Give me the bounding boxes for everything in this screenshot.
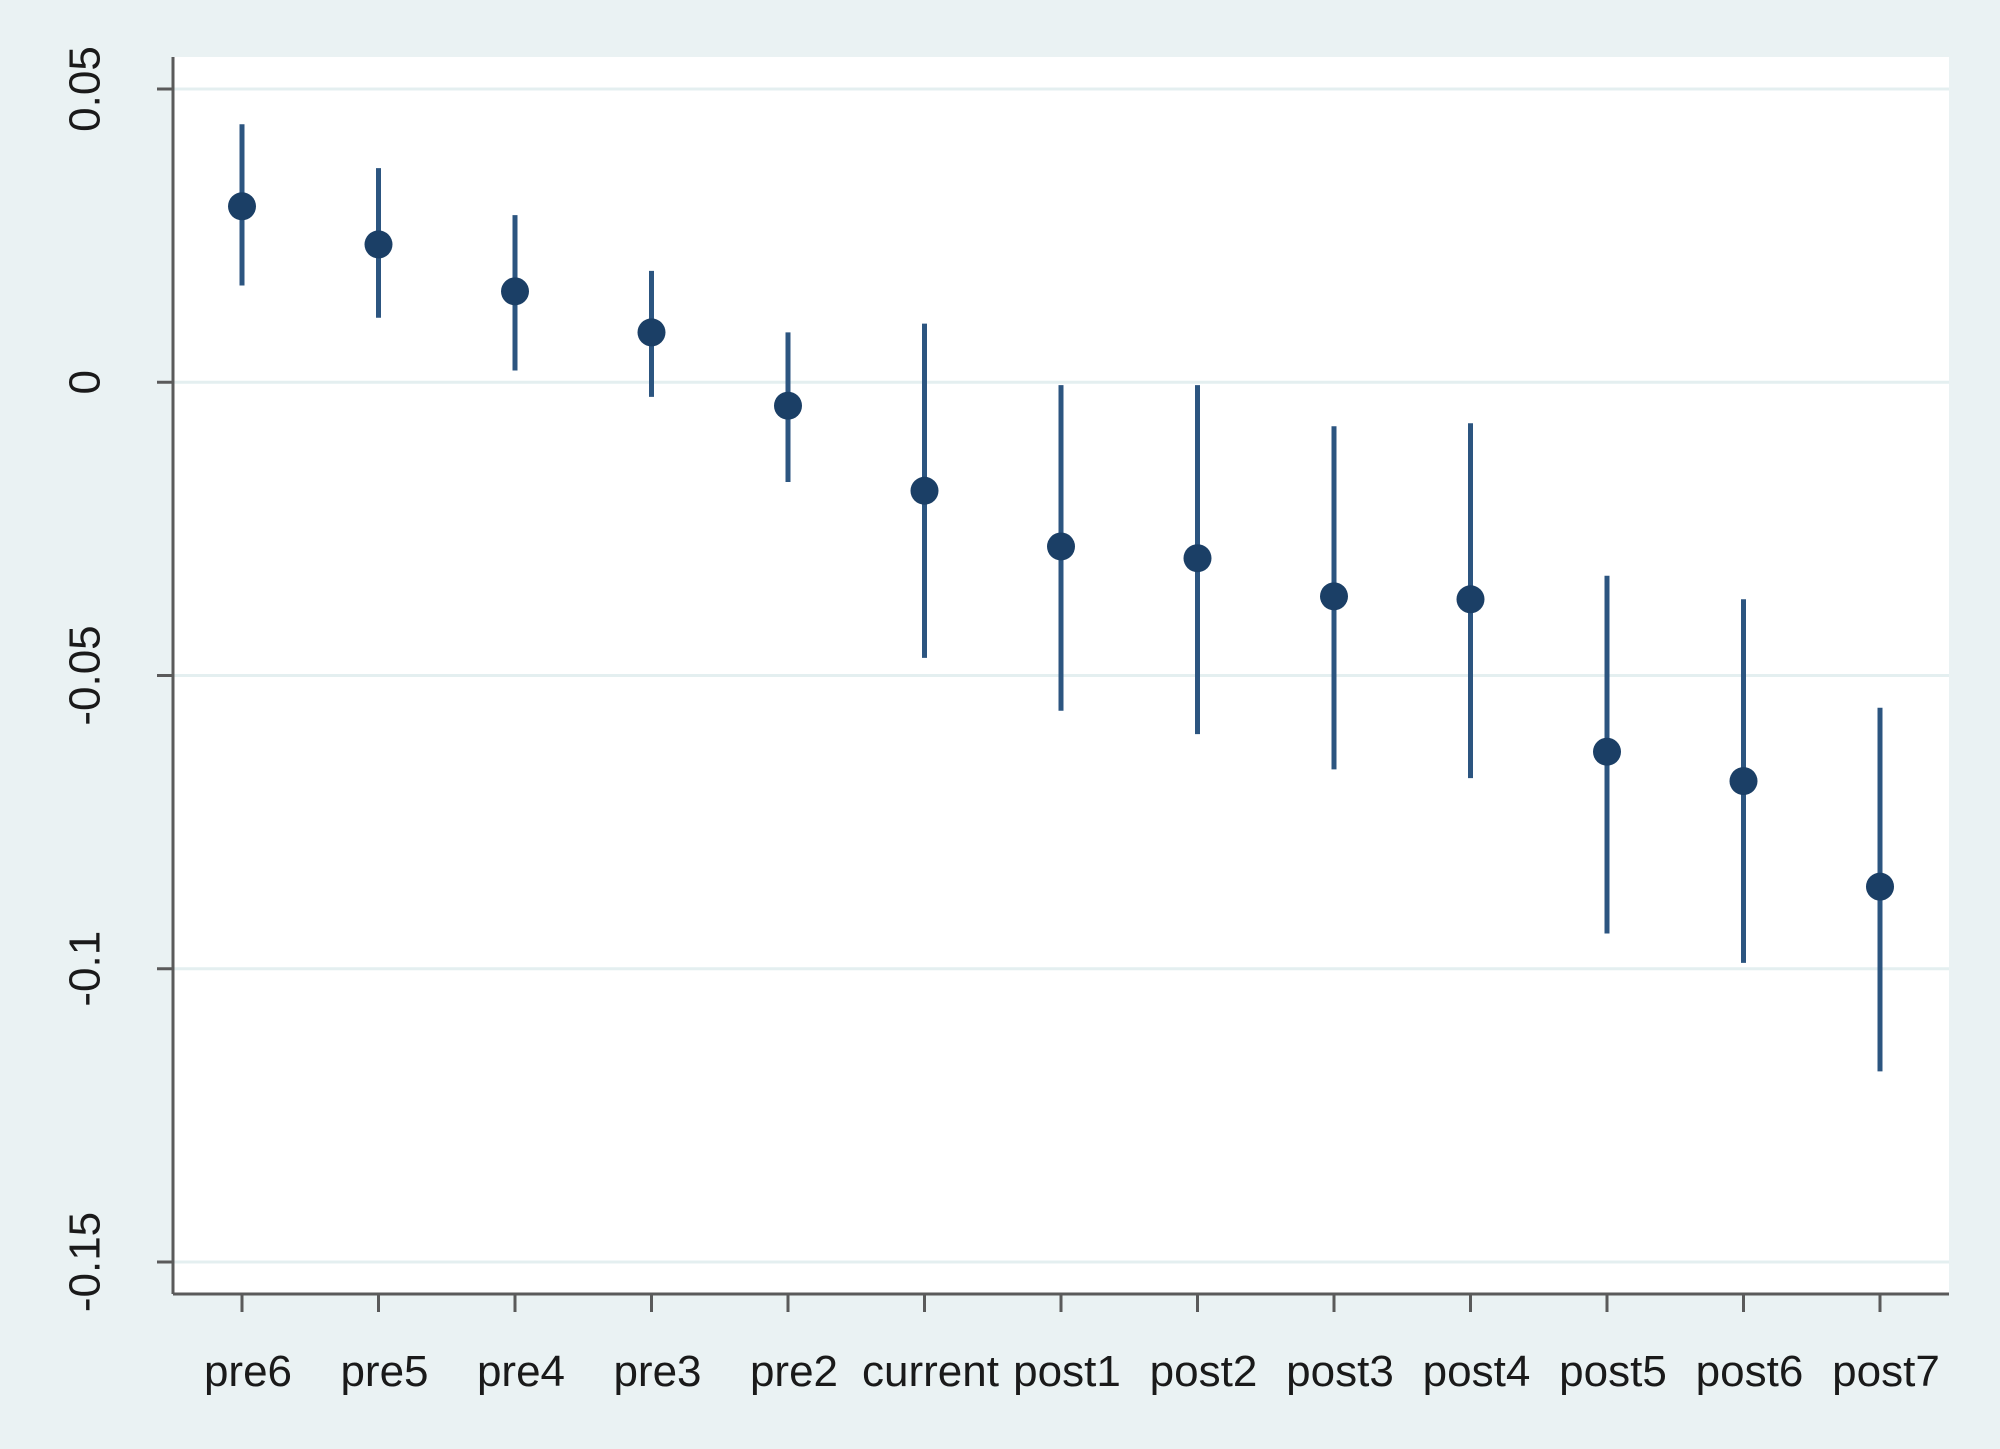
x-tick-label: pre4 [477, 1347, 565, 1396]
point-estimate [501, 277, 529, 306]
point-estimate [1320, 582, 1348, 611]
point-estimate [228, 192, 256, 221]
y-tick-label: 0 [61, 370, 110, 394]
point-estimate [1047, 532, 1075, 561]
x-tick-label: post6 [1696, 1347, 1804, 1396]
y-tick-label: -0.1 [61, 931, 110, 1007]
x-tick-label: pre2 [750, 1347, 838, 1396]
x-tick-label: post5 [1559, 1347, 1667, 1396]
y-tick-label: 0.05 [61, 46, 110, 132]
axes [157, 57, 1949, 1312]
point-estimate [1866, 872, 1894, 901]
point-estimate [1456, 585, 1485, 614]
x-tick-label: pre5 [340, 1347, 428, 1396]
x-tick-label: post1 [1013, 1347, 1121, 1396]
x-tick-label: post2 [1150, 1347, 1258, 1396]
y-tick-label: -0.15 [61, 1212, 110, 1312]
point-estimate [1183, 544, 1212, 573]
x-tick-label: post3 [1286, 1347, 1394, 1396]
y-axis-tick-labels: 0.05 0 -0.05 -0.1 -0.15 [61, 46, 110, 1312]
x-tick-label: pre3 [613, 1347, 701, 1396]
x-axis-tick-labels: pre6 pre5 pre4 pre3 pre2 current post1 post2 pos… [204, 1347, 1940, 1396]
point-estimates [228, 192, 1894, 901]
y-tick-label: -0.05 [61, 625, 110, 725]
point-estimate [774, 391, 802, 420]
point-estimate [1593, 737, 1621, 766]
point-estimate [637, 318, 666, 347]
x-tick-label: current [862, 1347, 999, 1396]
point-estimate [1729, 767, 1758, 796]
point-estimate [910, 476, 939, 505]
x-tick-label: post4 [1423, 1347, 1531, 1396]
x-tick-label: post7 [1832, 1347, 1940, 1396]
point-estimate [364, 230, 393, 259]
x-tick-label: pre6 [204, 1347, 292, 1396]
